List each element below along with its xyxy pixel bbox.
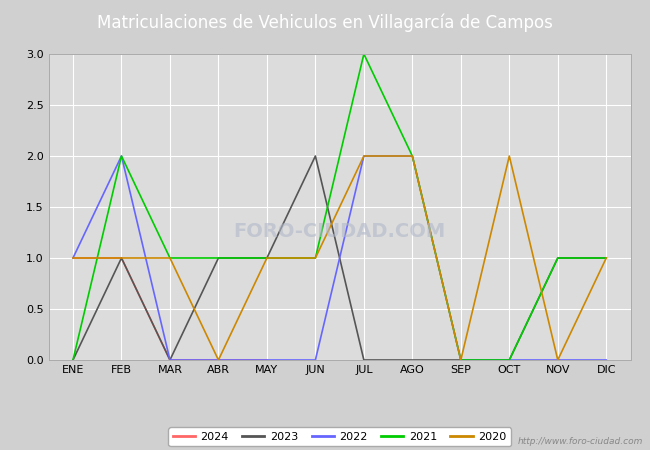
Text: Matriculaciones de Vehiculos en Villagarcía de Campos: Matriculaciones de Vehiculos en Villagar… (97, 13, 553, 32)
Legend: 2024, 2023, 2022, 2021, 2020: 2024, 2023, 2022, 2021, 2020 (168, 428, 511, 446)
Text: http://www.foro-ciudad.com: http://www.foro-ciudad.com (518, 436, 644, 446)
Text: FORO-CIUDAD.COM: FORO-CIUDAD.COM (233, 222, 446, 241)
